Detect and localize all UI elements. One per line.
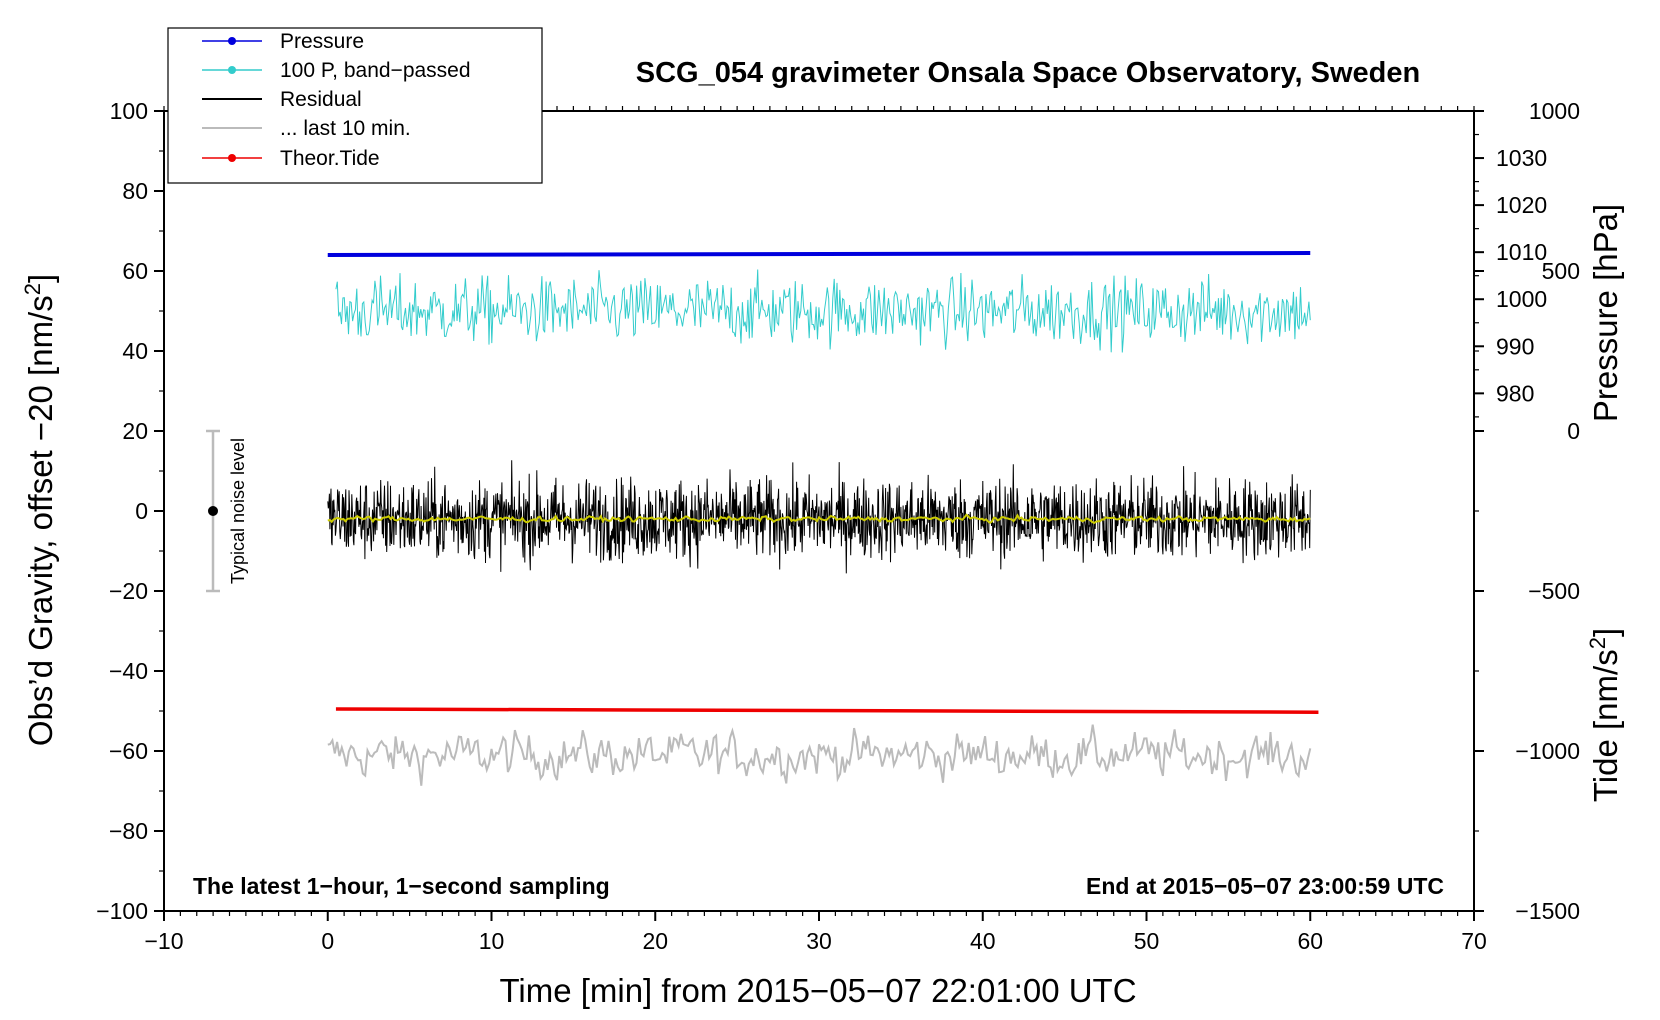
x-axis-label: Time [min] from 2015−05−07 22:01:00 UTC — [499, 972, 1136, 1009]
legend-label-pressure: Pressure — [280, 30, 364, 53]
y-tick-label: 80 — [122, 178, 148, 204]
noise-indicator: Typical noise level — [206, 429, 248, 593]
y-tick-label: 20 — [122, 418, 148, 444]
annotation-right: End at 2015−05−07 23:00:59 UTC — [1086, 873, 1444, 899]
pressure-tick-label: 1020 — [1496, 192, 1547, 218]
pressure-tick-label: 1000 — [1496, 286, 1547, 312]
x-tick-label: 60 — [1297, 928, 1323, 954]
legend-label-tide: Theor.Tide — [280, 147, 380, 170]
x-tick-label: 20 — [642, 928, 668, 954]
x-tick-label: 30 — [806, 928, 832, 954]
y-axis-label-tide: Tide [nm/s2] — [1585, 628, 1624, 802]
x-tick-label: 40 — [970, 928, 996, 954]
y-tick-label: −100 — [96, 898, 148, 924]
tide-tick-label: 0 — [1567, 418, 1580, 444]
legend: Pressure 100 P, band−passed Residual ...… — [167, 27, 543, 184]
x-tick-label: 10 — [479, 928, 505, 954]
pressure-tick-label: 980 — [1496, 380, 1534, 406]
tide-tick-label: −500 — [1528, 578, 1580, 604]
series-residual-smoothed — [327, 513, 1311, 525]
legend-entry-tide: Theor.Tide — [202, 147, 380, 170]
y-tick-label: 100 — [110, 98, 148, 124]
y-tick-label: 60 — [122, 258, 148, 284]
legend-marker-pressure — [228, 37, 236, 45]
series-theor-tide — [335, 707, 1319, 714]
series-pressure — [327, 251, 1311, 257]
x-tick-label: 70 — [1461, 928, 1487, 954]
legend-entry-last10: ... last 10 min. — [202, 117, 411, 140]
series-residual — [327, 460, 1311, 574]
y-tick-label: −60 — [109, 738, 148, 764]
y-tick-label: −80 — [109, 818, 148, 844]
x-tick-label: 0 — [321, 928, 334, 954]
noise-center-dot — [208, 506, 218, 516]
series-layer — [327, 251, 1319, 786]
y-tick-label: 40 — [122, 338, 148, 364]
tide-tick-label: 1000 — [1529, 98, 1580, 124]
x-tick-label: 50 — [1134, 928, 1160, 954]
y-tick-label: 0 — [135, 498, 148, 524]
chart-title: SCG_054 gravimeter Onsala Space Observat… — [636, 57, 1420, 89]
tide-tick-label: 500 — [1542, 258, 1580, 284]
axis-ticks: −10 0 10 20 30 40 50 60 70−100−80−60−40−20020406… — [96, 98, 1580, 954]
legend-label-bandpassed: 100 P, band−passed — [280, 59, 471, 82]
annotation-left: The latest 1−hour, 1−second sampling — [193, 873, 610, 899]
pressure-tick-label: 1030 — [1496, 145, 1547, 171]
y-axis-label-pressure: Pressure [hPa] — [1587, 204, 1624, 422]
pressure-tick-label: 990 — [1496, 333, 1534, 359]
legend-marker-bandpassed — [228, 66, 236, 74]
tide-tick-label: −1500 — [1515, 898, 1580, 924]
legend-label-residual: Residual — [280, 88, 362, 111]
noise-label: Typical noise level — [228, 438, 248, 584]
tide-tick-label: −1000 — [1515, 738, 1580, 764]
legend-entry-residual: Residual — [202, 88, 362, 111]
series-bandpassed-pressure — [335, 269, 1311, 353]
legend-marker-tide — [228, 154, 236, 162]
y-tick-label: −20 — [109, 578, 148, 604]
legend-entry-pressure: Pressure — [202, 30, 364, 53]
pressure-tick-label: 1010 — [1496, 239, 1547, 265]
legend-entry-bandpassed: 100 P, band−passed — [202, 59, 471, 82]
y-tick-label: −40 — [109, 658, 148, 684]
x-tick-label: −10 — [144, 928, 183, 954]
series-last-10-min — [327, 724, 1312, 786]
plot-frame — [163, 110, 1475, 912]
y-axis-label-left: Obs’d Gravity, offset −20 [nm/s2] — [20, 274, 59, 746]
legend-label-last10: ... last 10 min. — [280, 117, 411, 140]
